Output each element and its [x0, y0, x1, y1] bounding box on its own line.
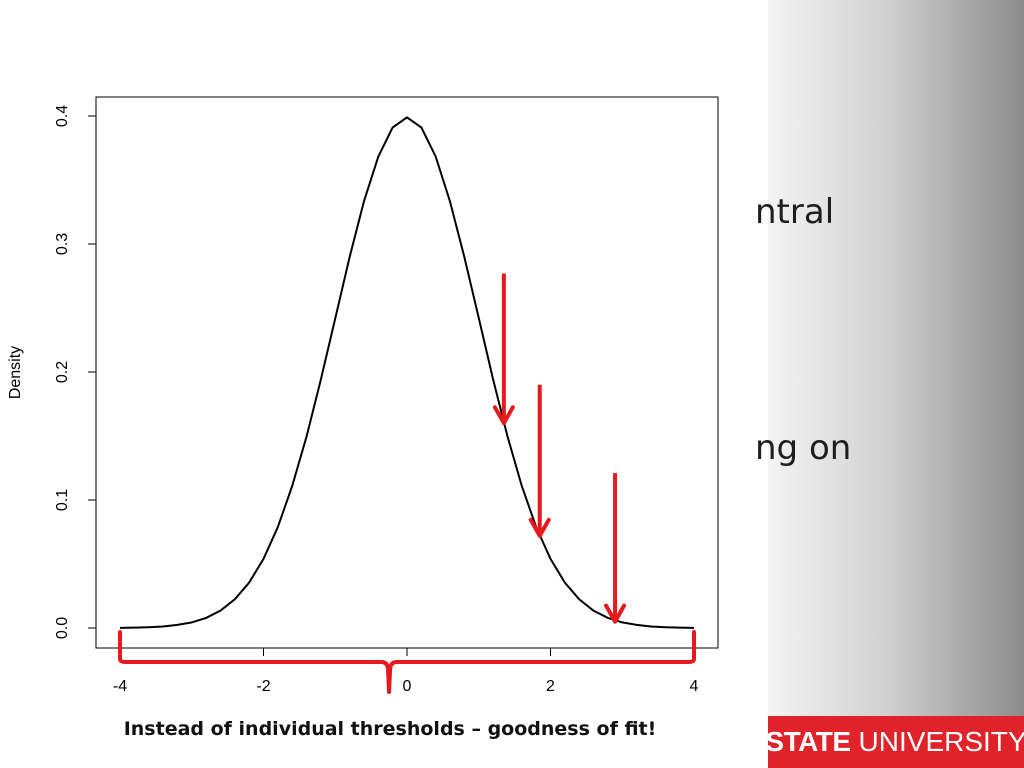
- right-slide-panel: [768, 0, 1024, 768]
- range-brace: [118, 630, 696, 694]
- annotation-arrow: [492, 273, 515, 426]
- background-slide-text-1: ntral: [755, 192, 835, 232]
- y-tick-label: 0.3: [54, 233, 71, 255]
- x-tick-label: 0: [403, 678, 412, 695]
- logo-state-text: STATE: [765, 726, 851, 757]
- y-tick-label: 0.1: [54, 489, 71, 511]
- university-logo: STATE UNIVERSITY: [765, 716, 1024, 768]
- density-curve: [119, 116, 695, 629]
- x-tick-label: -4: [113, 678, 127, 695]
- annotation-arrow: [604, 473, 627, 624]
- x-tick-label: 2: [546, 678, 555, 695]
- background-slide-text-2: ng on: [755, 428, 852, 468]
- y-axis: 0.0 0.1 0.2 0.3 0.4: [54, 105, 96, 639]
- x-axis: -4 -2 0 2 4: [113, 648, 699, 695]
- annotation-arrows: [492, 273, 627, 624]
- y-tick-label: 0.2: [54, 361, 71, 383]
- plot-frame: [95, 96, 719, 649]
- y-axis-title: Density: [7, 346, 24, 399]
- x-tick-label: -2: [256, 678, 270, 695]
- y-tick-label: 0.0: [54, 617, 71, 639]
- density-chart: -4 -2 0 2 4 0.0 0.1 0.2 0.3 0.4 Density: [7, 96, 719, 695]
- y-tick-label: 0.4: [54, 105, 71, 127]
- x-tick-label: 4: [690, 678, 699, 695]
- caption: Instead of individual thresholds – goodn…: [123, 718, 657, 740]
- chart-panel: -4 -2 0 2 4 0.0 0.1 0.2 0.3 0.4 Density Instead …: [7, 96, 719, 740]
- logo-university-text: UNIVERSITY: [858, 726, 1024, 757]
- annotation-arrow: [528, 384, 551, 538]
